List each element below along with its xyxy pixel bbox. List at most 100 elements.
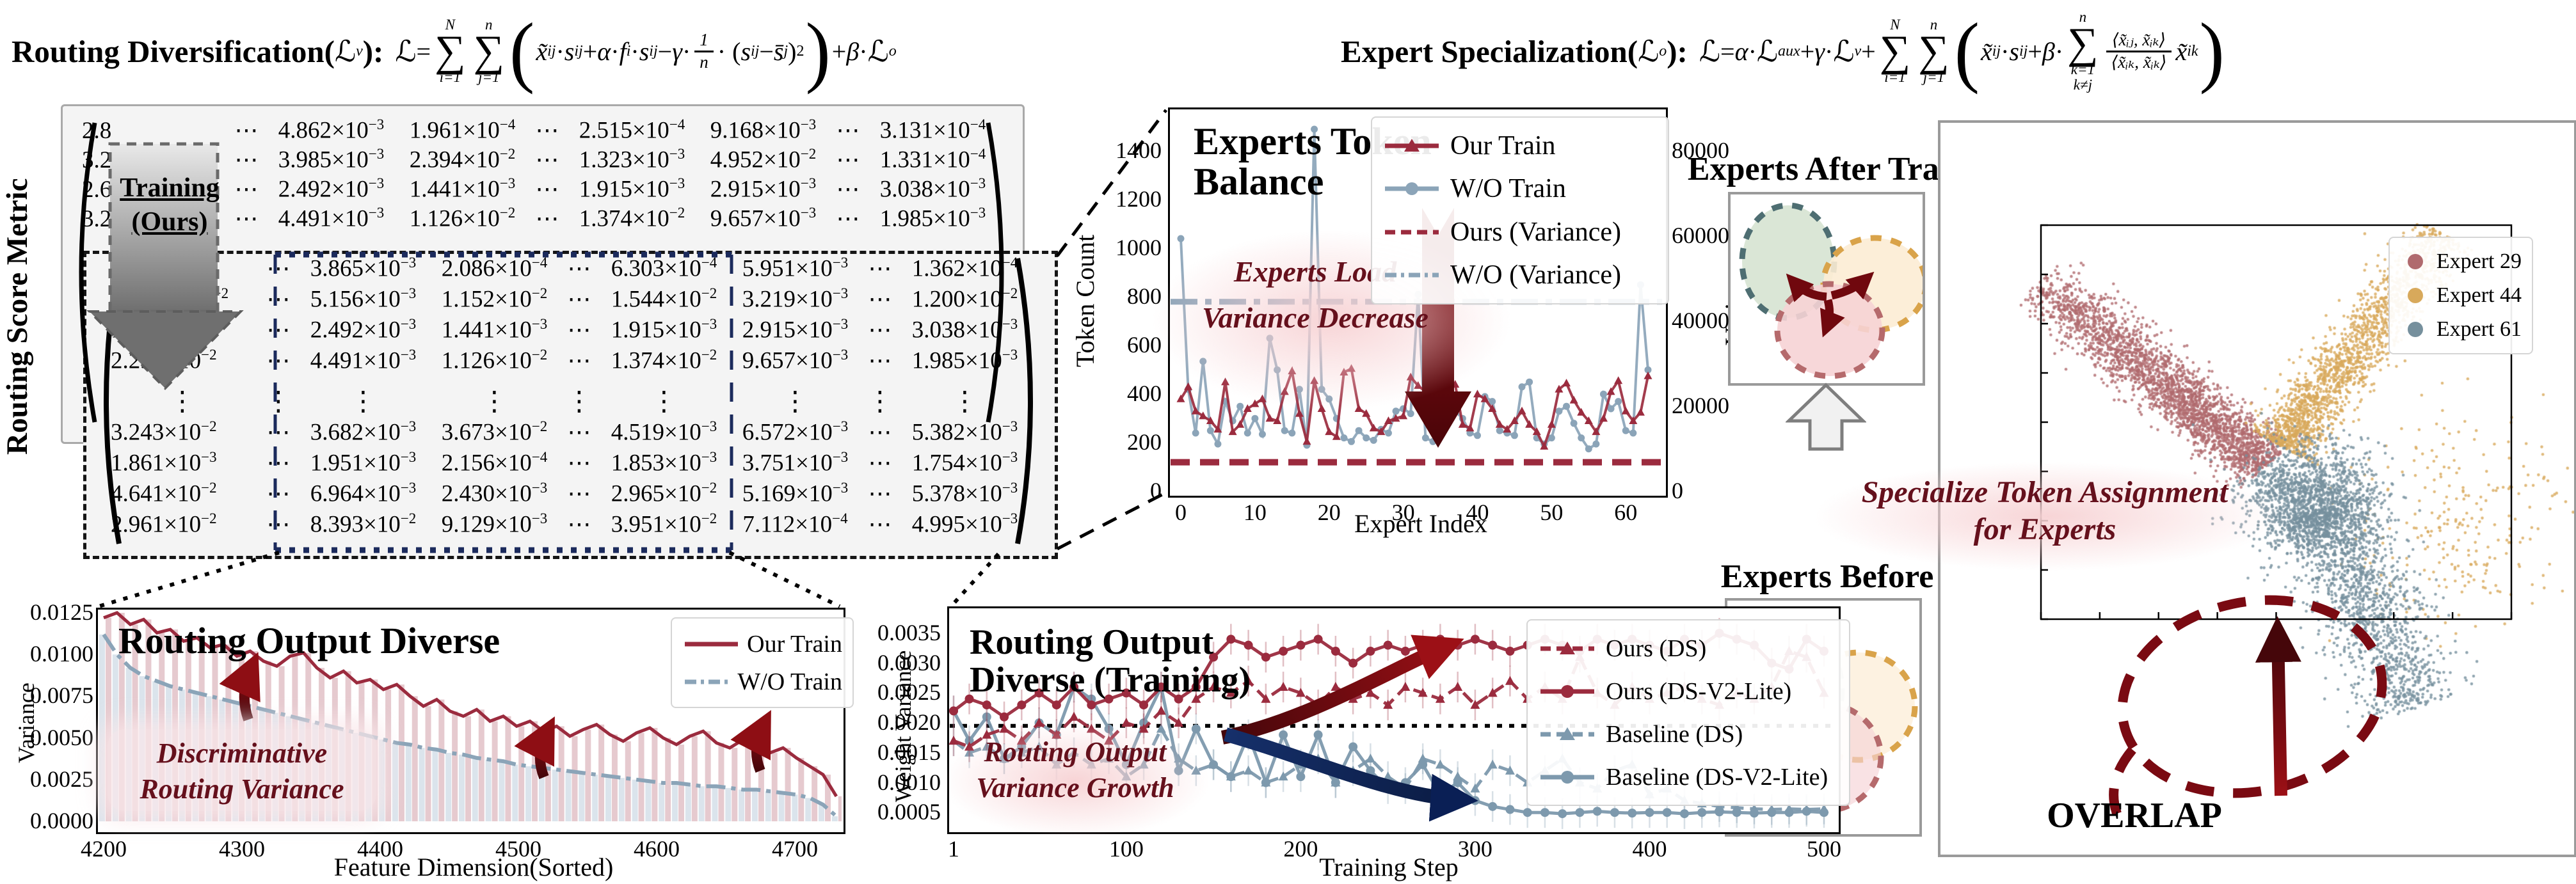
eq-token: ij bbox=[649, 42, 658, 59]
matrix-vdots: ⋮ bbox=[951, 387, 979, 416]
training-xtick: 200 bbox=[1283, 836, 1318, 862]
matrix-cell: 1.861×10−3 bbox=[111, 449, 217, 477]
legend-marker-icon bbox=[1385, 230, 1439, 235]
fraction: ⟨x̃ᵢⱼ, x̃ᵢₖ⟩ ⟨x̃ᵢₖ, x̃ᵢₖ⟩ bbox=[2106, 30, 2172, 72]
matrix-cell: 2.492×10−3 bbox=[278, 175, 385, 203]
overlap-label: OVERLAP bbox=[2047, 796, 2222, 835]
routing-xtick: 4600 bbox=[634, 836, 680, 862]
matrix-cell: 1.754×10−3 bbox=[911, 449, 1018, 477]
matrix-cell: 4.491×10−3 bbox=[278, 205, 385, 232]
routing-ytick: 0.0075 bbox=[30, 683, 93, 709]
eq-token: · bbox=[682, 36, 691, 66]
matrix-cell: ⋯ bbox=[535, 177, 559, 203]
matrix-cell: 1.441×10−3 bbox=[409, 175, 516, 203]
token-xtick: 20 bbox=[1317, 500, 1341, 525]
token-ytick-right: 60000 bbox=[1672, 223, 1729, 248]
training-ours-arrow bbox=[86, 142, 244, 390]
legend-marker-icon bbox=[1385, 272, 1439, 278]
matrix-cell: ⋯ bbox=[535, 118, 559, 144]
legend-marker-icon bbox=[1385, 182, 1439, 196]
eq-token: + bbox=[1800, 36, 1815, 66]
training-ytick: 0.0015 bbox=[877, 739, 941, 765]
matrix-cell: 2.086×10−4 bbox=[441, 255, 548, 282]
eq-token: ): bbox=[1667, 33, 1688, 69]
eq-token: ij bbox=[547, 42, 556, 59]
eq-token: + bbox=[831, 36, 847, 66]
eq-token: γ bbox=[672, 36, 682, 66]
eq-token: · bbox=[2054, 36, 2064, 66]
legend-label: Ours (Variance) bbox=[1450, 217, 1622, 247]
matrix-cell: 3.131×10−4 bbox=[879, 116, 986, 144]
legend-label: Expert 29 bbox=[2436, 249, 2522, 273]
legend-item: Baseline (DS) bbox=[1538, 720, 1839, 748]
experts-after-train-diagram bbox=[1739, 202, 1923, 379]
matrix-cell: ⋯ bbox=[535, 147, 559, 173]
eq-token: s bbox=[564, 36, 575, 66]
matrix-cell: 1.126×10−2 bbox=[409, 205, 516, 232]
matrix-cell: 6.964×10−3 bbox=[310, 480, 417, 507]
sum-symbol: n ∑ k=1 k≠j bbox=[2067, 8, 2099, 93]
routing-score-matrix-foreground-panel bbox=[83, 251, 1058, 559]
eq-token: ( bbox=[1954, 6, 1980, 95]
eq-token: f bbox=[619, 36, 627, 66]
eq-token: Routing Diversification( bbox=[12, 33, 335, 69]
legend-label: Our Train bbox=[1450, 130, 1556, 161]
eq-token: ik bbox=[2187, 42, 2198, 59]
routing-ytick: 0.0125 bbox=[30, 599, 93, 625]
token-balance-title-line2: Balance bbox=[1194, 161, 1324, 203]
matrix-cell: ⋯ bbox=[266, 450, 291, 477]
routing-ytick: 0.0000 bbox=[30, 808, 93, 833]
matrix-cell: ⋯ bbox=[868, 317, 892, 343]
matrix-cell: 9.657×10−3 bbox=[742, 347, 849, 374]
eq-token: − bbox=[657, 36, 673, 66]
routing-diverse-legend: Our Train W/O Train bbox=[671, 617, 854, 708]
matrix-cell: ⋯ bbox=[266, 317, 291, 343]
matrix-cell: 3.219×10−3 bbox=[742, 285, 849, 313]
eq-token: i bbox=[626, 42, 631, 59]
matrix-cell: ⋯ bbox=[567, 287, 591, 313]
matrix-cell: 3.038×10−3 bbox=[879, 175, 986, 203]
feature-dimension-axis-label: Feature Dimension(Sorted) bbox=[333, 853, 614, 881]
matrix-cell: 4.519×10−3 bbox=[611, 418, 717, 446]
fg-matrix-bottom-row: 2.961×10−2 ⋯ 8.393×10−2 9.129×10−3 ⋯ 3.951×10… bbox=[106, 509, 1030, 540]
token-count-axis-label: Token Count bbox=[1071, 234, 1100, 367]
routing-xtick: 4700 bbox=[772, 836, 818, 862]
matrix-cell: 2.915×10−3 bbox=[710, 175, 817, 203]
matrix-cell: 3.038×10−3 bbox=[911, 316, 1018, 343]
matrix-cell: ⋯ bbox=[868, 481, 892, 507]
matrix-cell: 2.961×10−2 bbox=[111, 510, 217, 538]
token-ytick-right: 40000 bbox=[1672, 308, 1729, 333]
matrix-cell: 1.374×10−2 bbox=[611, 347, 717, 374]
eq-token: ℒ bbox=[1638, 35, 1660, 68]
eq-token: · bbox=[859, 36, 868, 66]
routing-diverse-annotation-line2: Routing Variance bbox=[140, 773, 344, 805]
eq-token: o bbox=[888, 42, 897, 59]
training-ytick: 0.0010 bbox=[877, 769, 941, 795]
matrix-cell: 1.985×10−3 bbox=[911, 347, 1018, 374]
matrix-cell: 5.951×10−3 bbox=[742, 255, 849, 282]
matrix-cell: 9.129×10−3 bbox=[441, 510, 548, 538]
legend-label: Our Train bbox=[747, 630, 842, 658]
training-ytick: 0.0035 bbox=[877, 620, 941, 645]
training-label-line1: Training bbox=[120, 173, 220, 203]
training-legend: Ours (DS) Ours (DS-V2-Lite) Baseline (DS) B… bbox=[1526, 619, 1850, 806]
routing-diverse-annotation-line1: Discriminative bbox=[156, 738, 328, 769]
matrix-cell: 8.393×10−2 bbox=[310, 510, 417, 538]
legend-item: W/O Train bbox=[1382, 173, 1658, 204]
eq-token: · bbox=[1748, 36, 1757, 66]
legend-marker-icon bbox=[1385, 138, 1439, 152]
matrix-cell: ⋯ bbox=[234, 177, 259, 203]
matrix-cell: ⋯ bbox=[266, 481, 291, 507]
training-chart-title: Routing Output Diverse (Training) bbox=[970, 624, 1251, 699]
matrix-cell: 7.112×10−4 bbox=[742, 510, 848, 538]
eq-token: v bbox=[356, 42, 363, 59]
matrix-cell: ⋯ bbox=[567, 512, 591, 538]
matrix-vdots: ⋮ bbox=[481, 387, 508, 416]
routing-xtick: 4200 bbox=[81, 836, 127, 862]
fg-matrix-bottom-row: 4.641×10−2 ⋯ 6.964×10−3 2.430×10−3 ⋯ 2.965×10… bbox=[106, 478, 1030, 509]
matrix-cell: 2.156×10−4 bbox=[441, 449, 548, 477]
matrix-cell: 2.394×10−2 bbox=[409, 146, 516, 173]
training-label-line2: (Ours) bbox=[131, 207, 208, 237]
experts-after-train-title: Experts After Train bbox=[1687, 151, 1967, 187]
